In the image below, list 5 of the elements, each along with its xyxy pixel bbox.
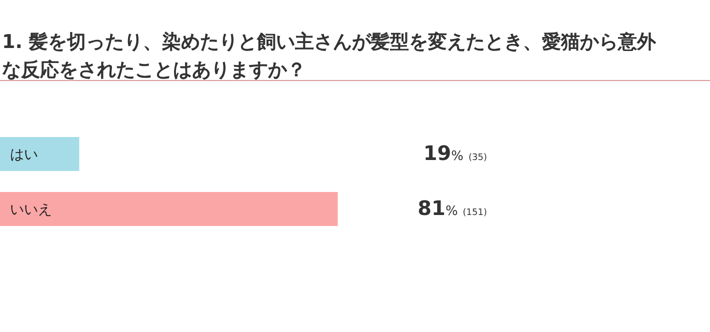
data-label: 81% (151)	[418, 196, 487, 220]
data-label: 19% (35)	[423, 141, 487, 165]
title: 1. 髪を切ったり、染めたりと飼い主さんが髪型を変えたとき、愛猫から意外な反応をされたことはありますか？	[2, 31, 656, 81]
y-tick-label: はい	[10, 147, 38, 163]
y-tick-label: いいえ	[10, 202, 52, 218]
